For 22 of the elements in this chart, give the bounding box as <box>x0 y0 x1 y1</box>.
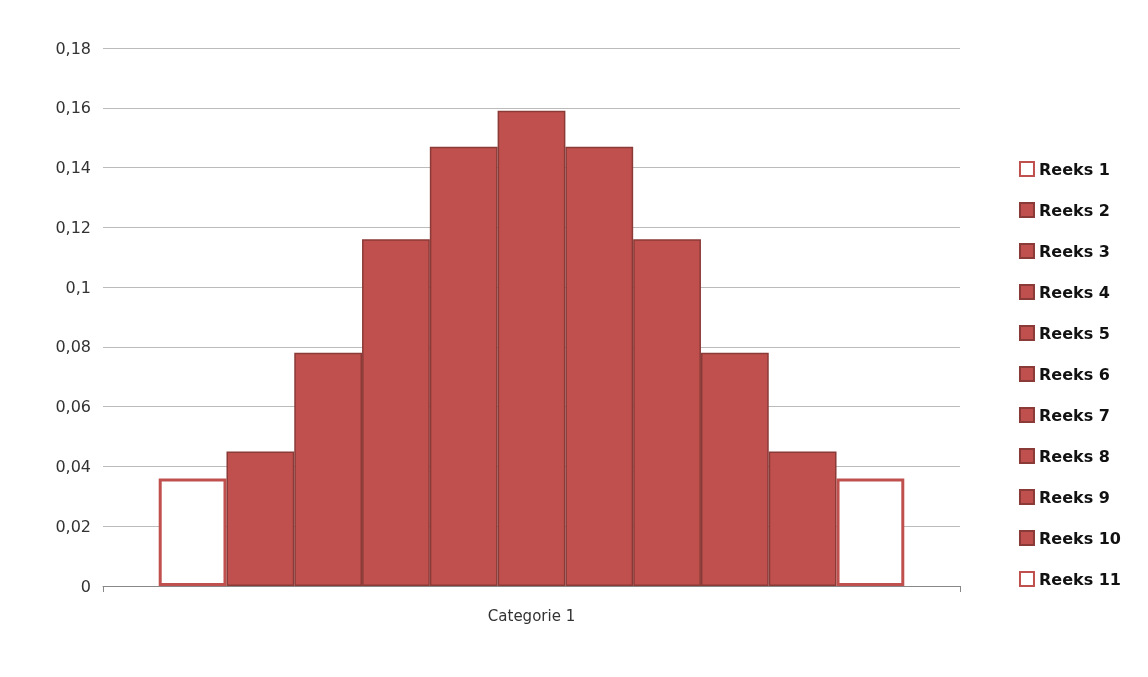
legend-label: Reeks 10 <box>1038 528 1122 548</box>
legend-label: Reeks 11 <box>1038 569 1122 589</box>
y-tick-label: 0,04 <box>55 456 91 476</box>
legend-label: Reeks 9 <box>1038 487 1110 507</box>
y-tick-label: 0,16 <box>55 98 91 118</box>
y-tick-label: 0,02 <box>55 516 91 536</box>
legend-label: Reeks 6 <box>1038 364 1110 384</box>
legend-label: Reeks 5 <box>1038 323 1110 343</box>
y-tick-label: 0,08 <box>55 337 91 357</box>
y-tick-label: 0,18 <box>55 38 91 58</box>
y-tick-label: 0,14 <box>55 158 91 178</box>
x-tick-label: Categorie 1 <box>487 606 576 625</box>
legend-label: Reeks 2 <box>1038 200 1110 220</box>
legend-label: Reeks 7 <box>1038 405 1110 425</box>
legend-label: Reeks 3 <box>1038 241 1110 261</box>
legend-label: Reeks 4 <box>1038 282 1110 302</box>
y-tick-label: 0,06 <box>55 397 91 417</box>
y-tick-label: 0,12 <box>55 217 91 237</box>
y-tick-label: 0,1 <box>65 277 91 297</box>
legend-label: Reeks 8 <box>1038 446 1110 466</box>
legend-label: Reeks 1 <box>1038 159 1110 179</box>
y-tick-label: 0 <box>80 576 91 596</box>
